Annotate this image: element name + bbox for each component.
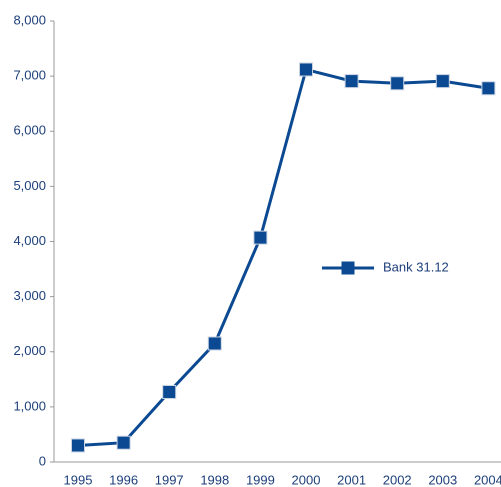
data-point bbox=[344, 74, 359, 89]
data-point bbox=[162, 384, 177, 399]
x-tick-label: 2004 bbox=[474, 472, 501, 487]
x-tick-label: 1998 bbox=[200, 472, 229, 487]
data-point bbox=[435, 74, 450, 89]
data-point bbox=[299, 62, 313, 77]
y-tick-label: 2,000 bbox=[13, 343, 46, 358]
x-tick-label: 1995 bbox=[64, 472, 93, 487]
x-tick-label: 1999 bbox=[246, 472, 275, 487]
data-point bbox=[253, 230, 268, 245]
legend-label: Bank 31.12 bbox=[383, 259, 449, 274]
y-tick-label: 7,000 bbox=[13, 68, 46, 83]
y-tick-label: 5,000 bbox=[13, 178, 46, 193]
y-tick-label: 0 bbox=[39, 453, 46, 468]
y-tick-label: 6,000 bbox=[13, 123, 46, 138]
y-tick-label: 1,000 bbox=[13, 398, 46, 413]
x-tick-label: 2000 bbox=[292, 472, 321, 487]
data-point bbox=[481, 81, 496, 96]
y-tick-label: 3,000 bbox=[13, 288, 46, 303]
data-point bbox=[71, 438, 85, 453]
data-point bbox=[390, 76, 405, 91]
data-point bbox=[116, 435, 131, 450]
x-tick-label: 2003 bbox=[428, 472, 457, 487]
y-tick-label: 4,000 bbox=[13, 233, 46, 248]
y-tick-label: 8,000 bbox=[13, 12, 46, 27]
legend-marker bbox=[341, 261, 355, 275]
x-tick-label: 1997 bbox=[155, 472, 184, 487]
data-point bbox=[207, 336, 222, 351]
series-line bbox=[77, 67, 489, 447]
x-tick-label: 2002 bbox=[383, 472, 412, 487]
x-tick-label: 1996 bbox=[109, 472, 138, 487]
x-tick-label: 2001 bbox=[337, 472, 366, 487]
